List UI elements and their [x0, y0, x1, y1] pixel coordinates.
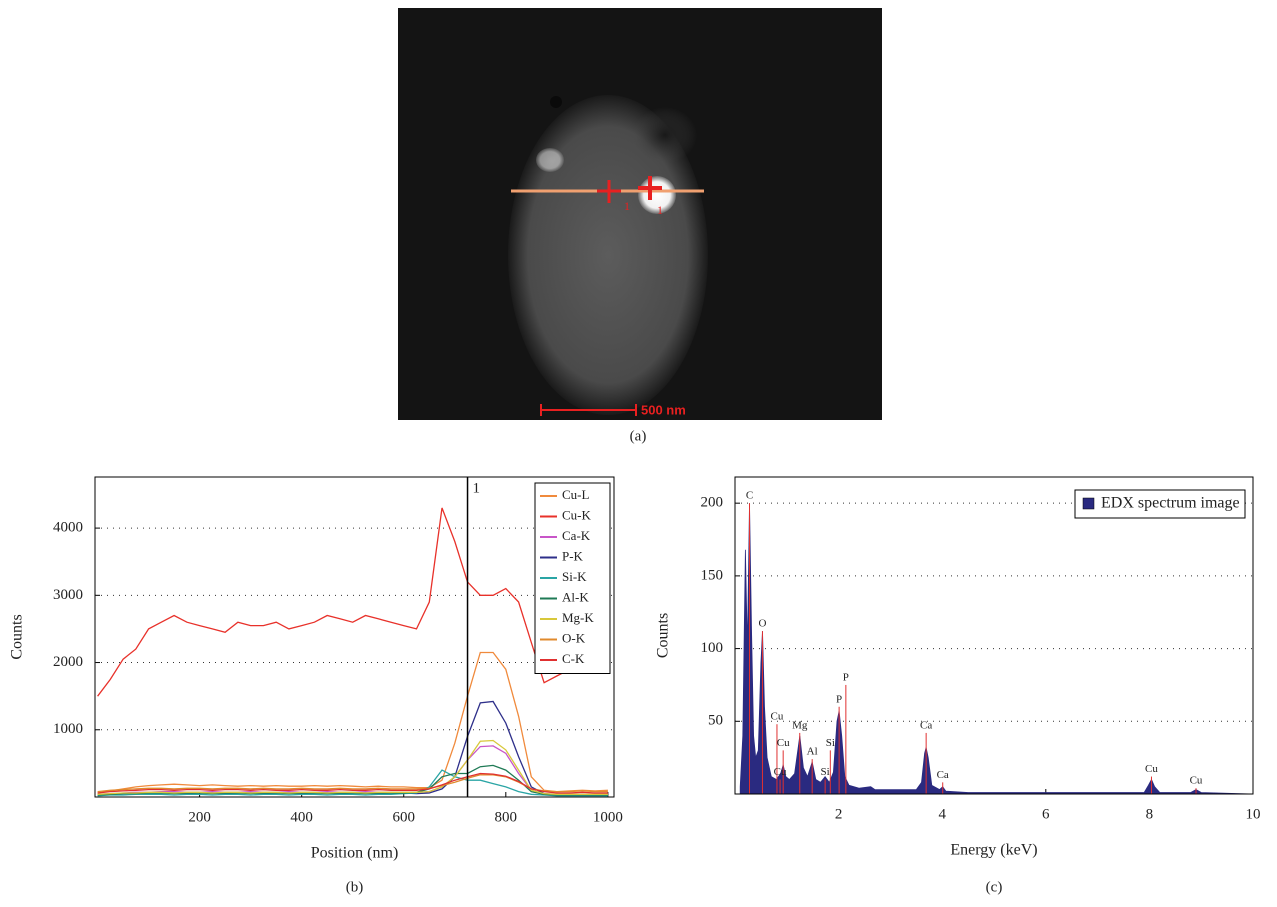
- legend-label: EDX spectrum image: [1101, 495, 1240, 512]
- peak-label: Cu: [1145, 763, 1158, 775]
- bright-particle: [638, 176, 676, 214]
- legend-label: Mg-K: [562, 610, 594, 625]
- peak-label: P: [836, 693, 842, 705]
- marker-cross: [638, 176, 662, 200]
- legend-label: Cu-K: [562, 507, 592, 522]
- legend-label: Cu-L: [562, 487, 590, 502]
- y-tick-label: 200: [701, 495, 724, 511]
- x-tick-label: 200: [188, 809, 211, 825]
- x-axis-label: Energy (keV): [950, 842, 1037, 859]
- marker-label: 1: [657, 203, 663, 217]
- legend-label: P-K: [562, 548, 584, 563]
- line-series: [97, 507, 609, 697]
- y-tick-label: 3000: [53, 587, 83, 603]
- panel-caption: (b): [346, 879, 364, 895]
- bright-spot: [536, 148, 564, 172]
- plot-frame: [94, 476, 615, 798]
- plot-area: [97, 507, 609, 797]
- line-series: [97, 700, 608, 796]
- x-tick-label: 2: [835, 806, 843, 822]
- legend-swatch: [1082, 497, 1095, 510]
- peak-label: Cu: [777, 737, 790, 749]
- scale-bar-label: 500 nm: [641, 402, 686, 417]
- peak-label: P: [843, 671, 849, 683]
- x-tick-label: 800: [495, 809, 518, 825]
- y-tick-label: 150: [701, 567, 724, 583]
- x-tick-label: 1000: [593, 809, 623, 825]
- peak-label: Al: [807, 746, 818, 758]
- legend-label: C-K: [562, 651, 585, 666]
- y-tick-label: 4000: [53, 520, 83, 536]
- y-tick-label: 2000: [53, 654, 83, 670]
- plot-frame: [734, 476, 1254, 795]
- line-series: [97, 769, 608, 797]
- x-tick-label: 8: [1146, 806, 1154, 822]
- x-axis-label: Position (nm): [311, 845, 399, 862]
- peak-label: Ca: [937, 769, 949, 781]
- line-series: [97, 772, 608, 794]
- micrograph: 1 1 500 nm: [398, 8, 882, 420]
- marker-cross: [597, 180, 621, 203]
- x-tick-label: 4: [938, 806, 946, 822]
- x-tick-label: 10: [1246, 806, 1261, 822]
- x-tick-label: 600: [392, 809, 415, 825]
- peak-label: C: [746, 490, 753, 502]
- line-series: [97, 739, 608, 795]
- panel-caption: (a): [630, 428, 647, 444]
- peak-label: Cu: [1190, 775, 1203, 787]
- legend-box: [1074, 489, 1246, 519]
- peak-label: Si: [826, 737, 835, 749]
- peak-label: O: [758, 618, 766, 630]
- peak-label: Si: [821, 766, 830, 778]
- panel-caption: (c): [986, 879, 1003, 895]
- legend-label: Al-K: [562, 589, 589, 604]
- x-tick-label: 400: [290, 809, 313, 825]
- legend-label: Ca-K: [562, 528, 591, 543]
- y-tick-label: 50: [708, 713, 723, 729]
- y-axis-label: Counts: [9, 614, 26, 659]
- scale-bar: [540, 404, 637, 416]
- legend-label: Si-K: [562, 569, 587, 584]
- marker-label: 1: [624, 199, 630, 213]
- y-tick-label: 1000: [53, 721, 83, 737]
- x-tick-label: 6: [1042, 806, 1050, 822]
- y-axis-label: Counts: [655, 613, 672, 658]
- peak-label: Mg: [792, 719, 808, 731]
- particle: [508, 95, 708, 415]
- void: [633, 107, 697, 163]
- position-marker-label: 1: [473, 480, 481, 496]
- dark-dot: [550, 96, 562, 108]
- y-tick-label: 100: [701, 640, 724, 656]
- peak-label: Cu: [771, 711, 784, 723]
- line-series: [97, 651, 608, 794]
- peak-label: Cu: [774, 766, 787, 778]
- legend-label: O-K: [562, 630, 586, 645]
- peak-label: Ca: [920, 719, 932, 731]
